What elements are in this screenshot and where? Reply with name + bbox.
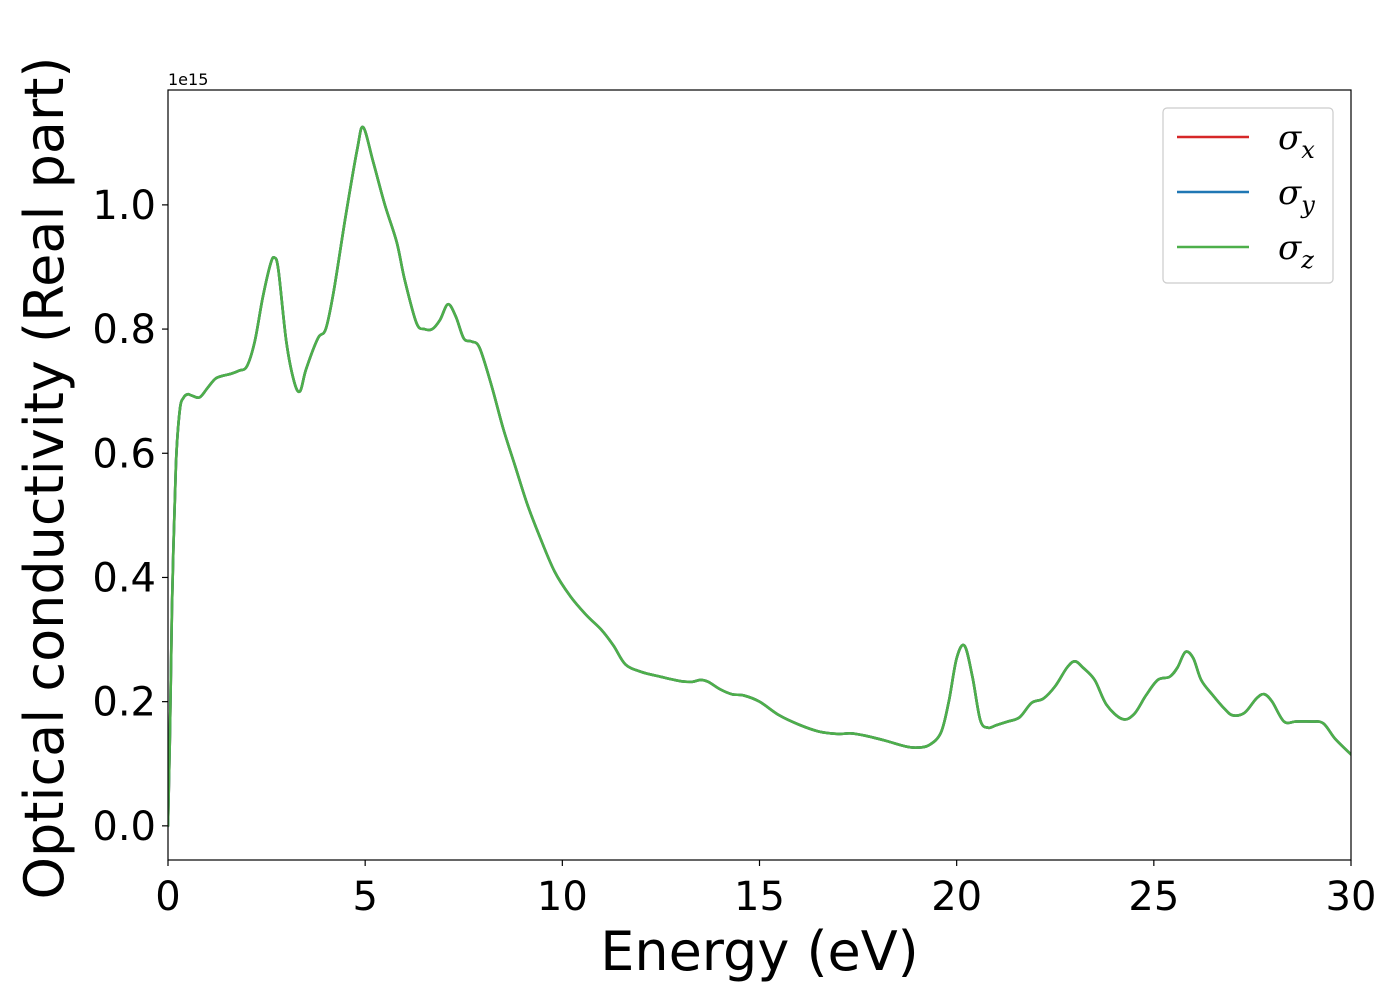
x-tick-label: 20 — [931, 874, 982, 920]
y-tick-label: 0.2 — [92, 680, 156, 726]
legend-label-subscript: x — [1301, 136, 1315, 164]
legend-label-subscript: y — [1300, 191, 1315, 219]
legend-frame — [1162, 107, 1334, 284]
y-tick-label: 1.0 — [92, 183, 156, 229]
x-tick-label: 30 — [1326, 874, 1377, 920]
legend-label-x: σx — [1278, 118, 1315, 164]
x-tick-label: 0 — [155, 874, 180, 920]
y-tick-label: 0.0 — [92, 804, 156, 850]
x-tick-label: 10 — [537, 874, 588, 920]
legend-label-base: σ — [1278, 118, 1302, 158]
x-tick-label: 25 — [1128, 874, 1179, 920]
x-tick-label: 5 — [352, 874, 377, 920]
x-axis-title: Energy (eV) — [600, 920, 919, 983]
legend-label-y: σy — [1278, 173, 1315, 219]
x-tick-label: 15 — [734, 874, 785, 920]
legend-label-z: σz — [1278, 228, 1314, 274]
x-axis: 0 5 10 15 20 25 30 — [155, 860, 1376, 920]
legend-label-subscript: z — [1300, 246, 1314, 274]
y-offset-label: 1e15 — [168, 70, 208, 89]
y-tick-label: 0.6 — [92, 431, 156, 477]
y-axis-title: Optical conductivity (Real part) — [13, 57, 76, 900]
series-line-z — [168, 125, 1351, 828]
legend-label-base: σ — [1278, 228, 1302, 268]
series-layer — [168, 125, 1351, 828]
y-axis: 0.0 0.2 0.4 0.6 0.8 1.0 — [92, 183, 168, 850]
y-tick-label: 0.4 — [92, 555, 156, 601]
legend-label-base: σ — [1278, 173, 1302, 213]
y-tick-label: 0.8 — [92, 307, 156, 353]
